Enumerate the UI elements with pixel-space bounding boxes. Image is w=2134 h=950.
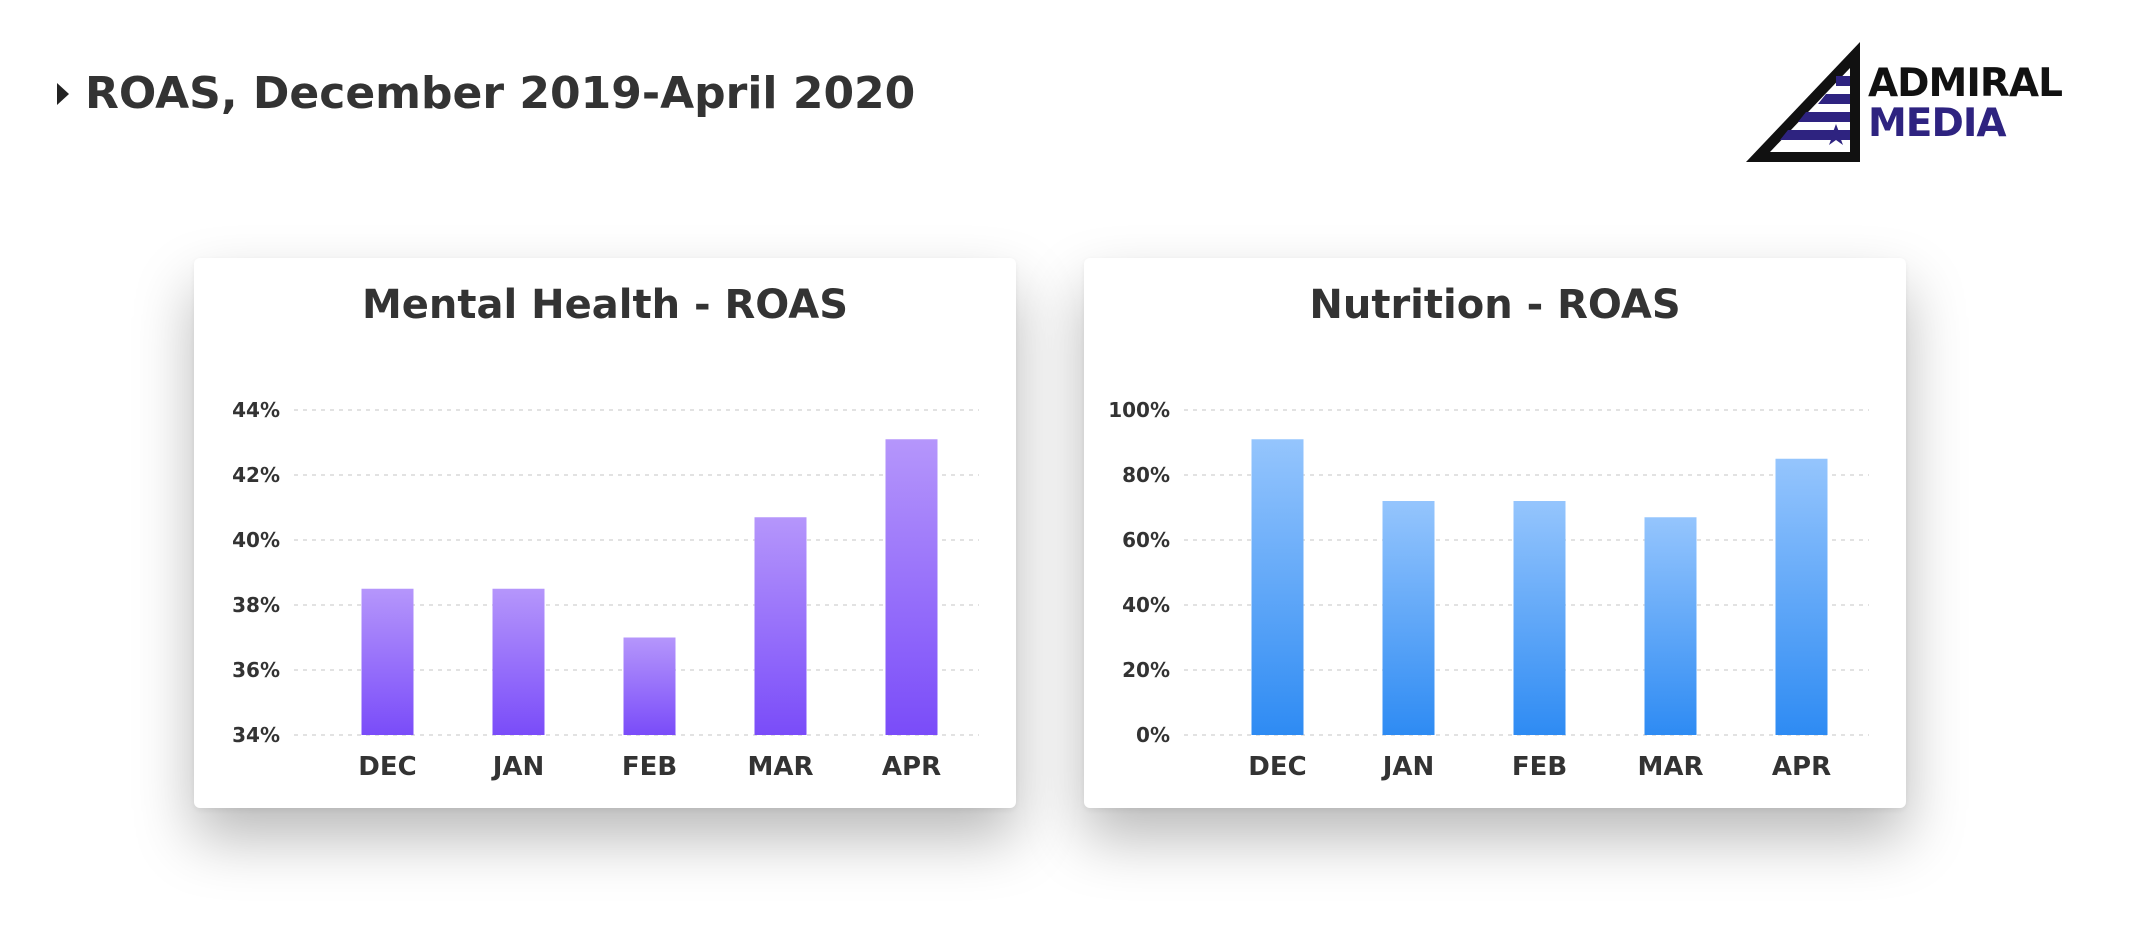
x-tick-label: FEB [622, 752, 677, 782]
y-tick-label: 42% [232, 463, 280, 487]
bar-feb [623, 637, 676, 735]
logo-flag-icon [1746, 42, 1860, 162]
y-tick-label: 36% [232, 658, 280, 682]
x-tick-label: APR [882, 752, 941, 782]
y-tick-label: 34% [232, 723, 280, 747]
y-tick-label: 20% [1122, 658, 1170, 682]
bar-dec [1251, 439, 1304, 735]
page-title: ROAS, December 2019-April 2020 [85, 68, 916, 119]
page-header: ROAS, December 2019-April 2020 [55, 68, 915, 119]
x-tick-label: JAN [1381, 752, 1435, 782]
bar-apr [1775, 458, 1828, 735]
x-tick-label: JAN [491, 752, 545, 782]
bar-feb [1513, 501, 1566, 735]
bar-dec [361, 588, 414, 735]
x-tick-label: MAR [747, 752, 813, 782]
mental-health-bar-chart: 34% 36% 38% 40% 42% 44% DEC JAN FEB MAR APR [232, 398, 979, 782]
y-tick-label: 44% [232, 398, 280, 422]
bar-jan [1382, 501, 1435, 735]
admiral-media-logo: ADMIRAL MEDIA [1740, 36, 2100, 168]
y-tick-label: 0% [1136, 723, 1170, 747]
logo-word-admiral: ADMIRAL [1868, 61, 2063, 106]
bar-jan [492, 588, 545, 735]
x-tick-label: DEC [358, 752, 416, 782]
y-tick-label: 60% [1122, 528, 1170, 552]
x-tick-label: APR [1772, 752, 1831, 782]
triangle-bullet-icon [57, 82, 69, 105]
y-tick-label: 38% [232, 593, 280, 617]
x-tick-label: FEB [1512, 752, 1567, 782]
bar-mar [754, 517, 807, 735]
logo-word-media: MEDIA [1868, 101, 2007, 146]
y-tick-label: 100% [1108, 398, 1170, 422]
mental-health-chart-card: Mental Health - ROAS 34% 36% 38% 40% 42% 44% D… [194, 258, 1016, 808]
chart-title: Mental Health - ROAS [361, 282, 848, 328]
logo-text: ADMIRAL MEDIA [1868, 61, 2063, 146]
chart-title: Nutrition - ROAS [1309, 282, 1681, 328]
y-tick-label: 80% [1122, 463, 1170, 487]
x-tick-label: DEC [1248, 752, 1306, 782]
bar-mar [1644, 517, 1697, 735]
y-tick-label: 40% [232, 528, 280, 552]
nutrition-bar-chart: 0% 20% 40% 60% 80% 100% DEC JAN FEB MAR APR [1108, 398, 1869, 782]
nutrition-chart-card: Nutrition - ROAS 0% 20% 40% 60% 80% 100% DEC JA… [1084, 258, 1906, 808]
y-tick-label: 40% [1122, 593, 1170, 617]
x-tick-label: MAR [1637, 752, 1703, 782]
bar-apr [885, 439, 938, 735]
